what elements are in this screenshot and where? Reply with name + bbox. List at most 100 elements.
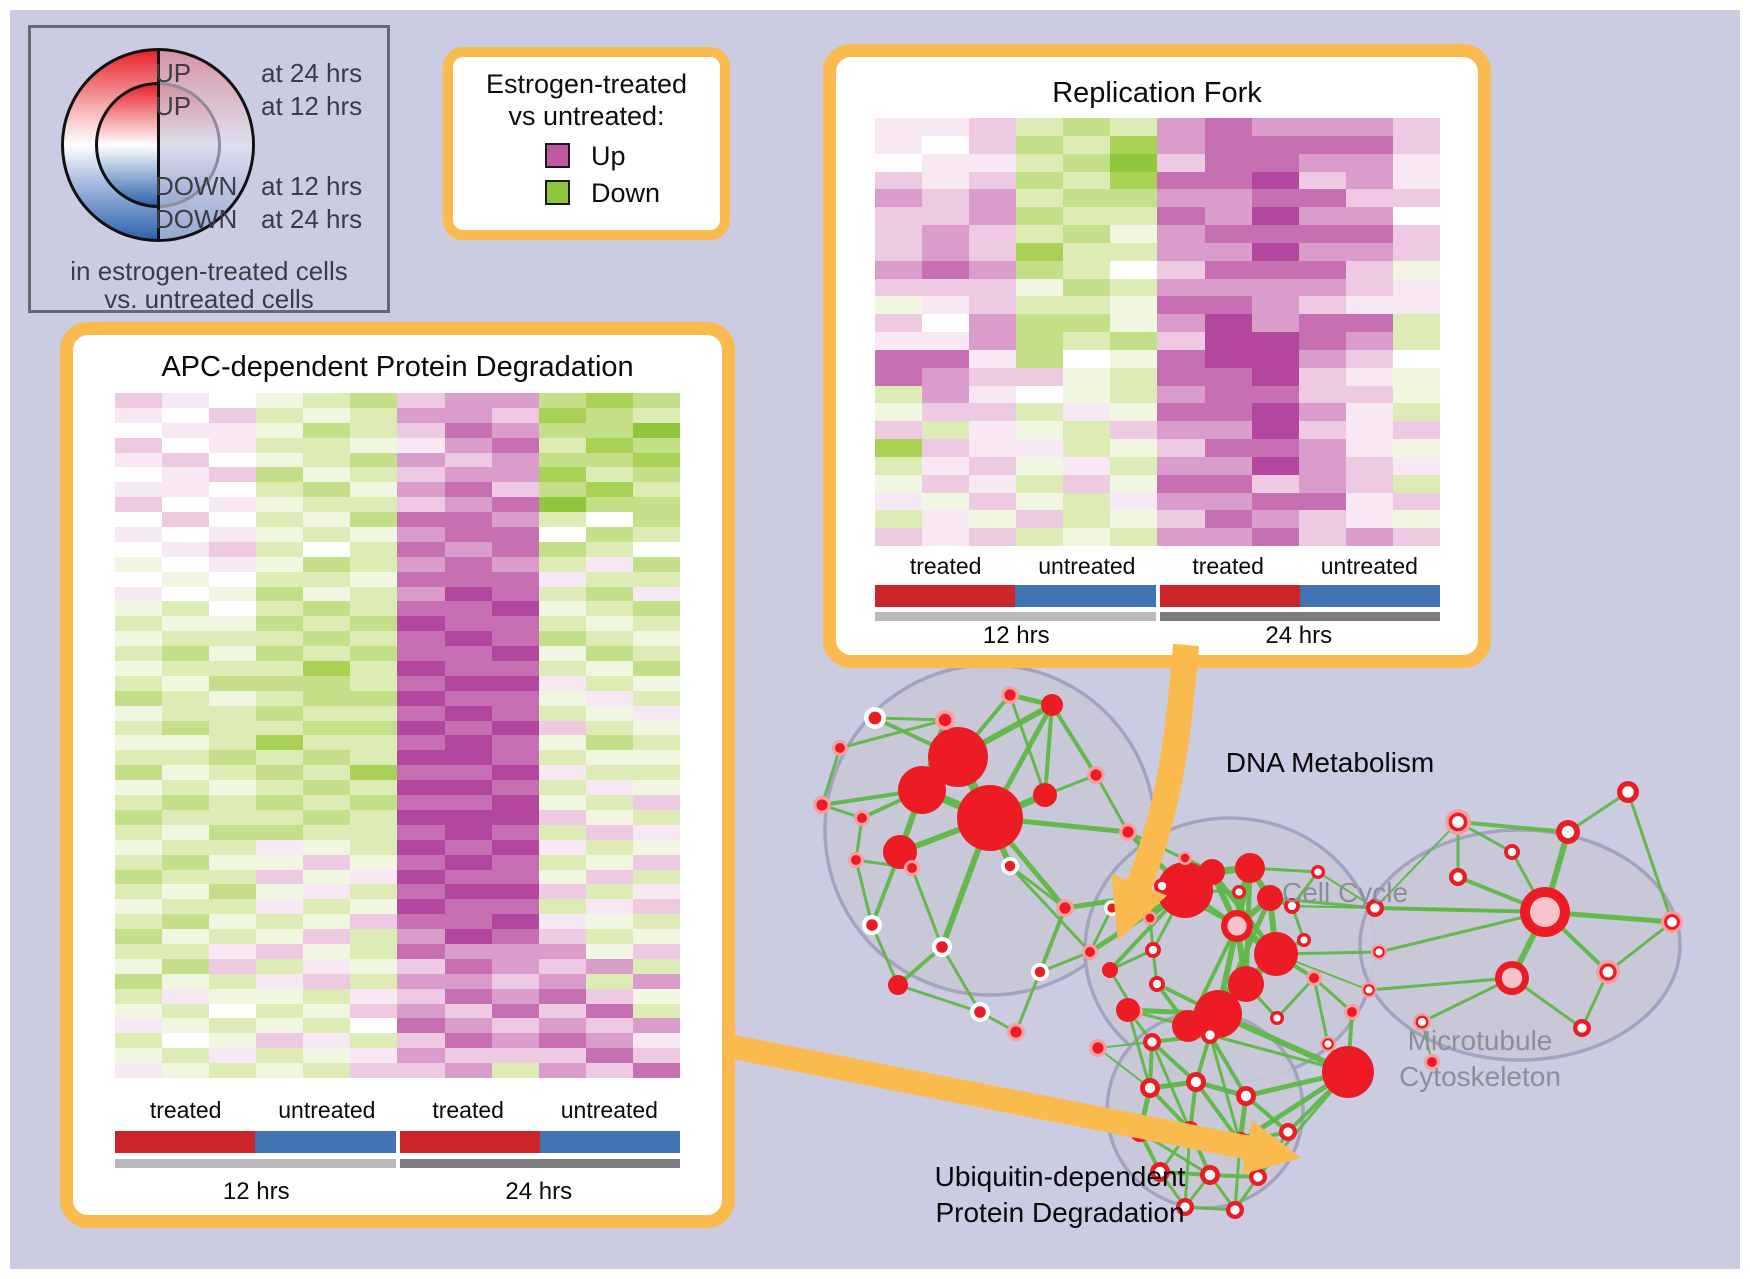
heatmap-cell: [585, 661, 633, 676]
heatmap-cell: [350, 422, 398, 438]
heatmap-cell: [1251, 385, 1299, 404]
cluster-label-cell-cycle: Cell Cycle: [1282, 877, 1408, 908]
heatmap-cell: [585, 884, 633, 900]
heatmap-cell: [538, 646, 586, 662]
heatmap-cell: [1157, 474, 1205, 493]
network-edge: [1008, 864, 1067, 910]
heatmap-cell: [538, 839, 586, 855]
node-circle: [1085, 947, 1095, 957]
heatmap-cell: [303, 1033, 351, 1049]
heatmap-cell: [303, 1048, 351, 1064]
heatmap-cell: [350, 958, 398, 974]
heatmap-cell: [350, 720, 398, 736]
heatmap-cell: [1298, 171, 1346, 190]
heatmap-cell: [209, 556, 257, 572]
heatmap-cell: [1157, 510, 1205, 529]
heatmap-cell: [585, 616, 633, 632]
heatmap-cell: [491, 884, 539, 900]
heatmap-cell: [1204, 296, 1252, 315]
heatmap-cell: [115, 720, 163, 736]
network-node-ring: [1279, 1123, 1297, 1141]
heatmap-cell: [969, 171, 1017, 190]
heatmap-cell: [538, 735, 586, 751]
cluster-ellipse-microtubule-cytoskeleton: [1358, 828, 1682, 1062]
network-node-halo: [1306, 970, 1322, 986]
heatmap-cell: [538, 452, 586, 468]
heatmap-cell: [444, 884, 492, 900]
heatmap-cell: [1251, 474, 1299, 493]
node-circle: [868, 711, 882, 725]
node-circle: [888, 975, 908, 995]
heatmap-cell: [397, 541, 445, 557]
heatmap-cell: [397, 512, 445, 528]
heatmap-cell: [491, 422, 539, 438]
heatmap-cell: [350, 929, 398, 944]
node-circle: [1347, 1007, 1357, 1017]
heatmap-cell: [162, 452, 210, 468]
node-circle: [1004, 689, 1016, 701]
heatmap-cell: [1110, 135, 1158, 154]
heatmap-cell: [922, 403, 970, 422]
heatmap-cell: [256, 690, 304, 706]
heatmap-cell: [115, 765, 163, 781]
heatmap-cell: [397, 1033, 445, 1049]
outer-ring-24hrs: [61, 48, 255, 242]
heatmap-cell: [303, 884, 351, 900]
heatmap-cell: [632, 422, 680, 438]
heatmap-cell: [350, 795, 398, 810]
network-node-ring: [1130, 1122, 1150, 1142]
heatmap-cell: [585, 541, 633, 557]
heatmap-cell: [115, 869, 163, 885]
heatmap-cell: [162, 646, 210, 662]
heatmap-cell: [585, 958, 633, 974]
heatmap-cell: [1110, 492, 1158, 511]
heatmap-cell: [162, 750, 210, 766]
heatmap-cell: [303, 943, 351, 959]
heatmap-cell: [585, 646, 633, 662]
heatmap-cell: [397, 988, 445, 1004]
heatmap-cell: [444, 407, 492, 423]
heatmap-cell: [1110, 314, 1158, 332]
heatmap-cell: [115, 631, 163, 647]
time-label: 24 hrs: [1265, 622, 1333, 649]
node-circle: [1314, 868, 1322, 876]
heatmap-cell: [1298, 242, 1346, 261]
heatmap-cell: [1063, 278, 1111, 297]
heatmap-cell: [350, 809, 398, 825]
node-circle: [1199, 859, 1225, 885]
heatmap-cell: [1204, 260, 1252, 279]
heatmap-cell: [585, 795, 633, 810]
heatmap-cell: [1110, 153, 1158, 172]
heatmap-cell: [632, 467, 680, 483]
heatmap-cell: [922, 135, 970, 154]
heatmap-cell: [1016, 189, 1064, 208]
network-node-halo: [1082, 944, 1098, 960]
heatmap-cell: [350, 601, 398, 617]
heatmap-cell: [256, 720, 304, 736]
heatmap-cell: [1016, 278, 1064, 297]
heatmap-cell: [922, 314, 970, 332]
heatmap-cell: [1251, 153, 1299, 172]
network-node-solid: [1194, 990, 1242, 1038]
node-circle: [1667, 917, 1677, 927]
heatmap-cell: [491, 437, 539, 453]
heatmap-cell: [922, 118, 970, 136]
heatmap-cell: [538, 854, 586, 870]
heatmap-cell: [585, 631, 633, 647]
heatmap-cell: [1016, 171, 1064, 190]
heatmap-cell: [209, 541, 257, 557]
heatmap-cell: [350, 586, 398, 602]
heatmap-cell: [397, 824, 445, 840]
heatmap-cell: [350, 705, 398, 721]
heatmap-cell: [875, 474, 923, 493]
heatmap-cell: [1298, 207, 1346, 225]
heatmap-cell: [538, 1048, 586, 1064]
heatmap-cell: [585, 393, 633, 408]
heatmap-cell: [350, 646, 398, 662]
estrogen-color-legend: Estrogen-treated vs untreated: Up Down: [443, 47, 730, 240]
heatmap-cell: [350, 467, 398, 483]
heatmap-cell: [350, 616, 398, 632]
heatmap-cell: [585, 571, 633, 587]
heatmap-cell: [1298, 296, 1346, 315]
heatmap-cell: [632, 646, 680, 662]
